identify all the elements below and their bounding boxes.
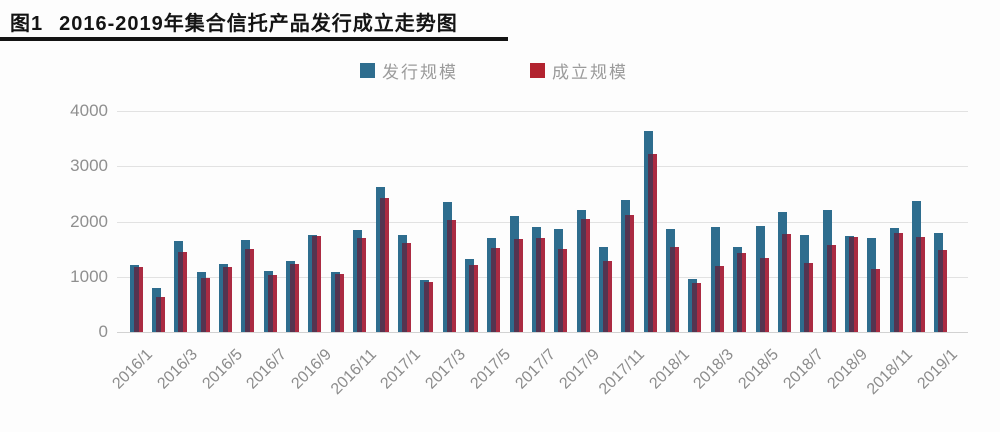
bar-group-2016/4 — [196, 111, 210, 332]
bar-group-2018/10 — [867, 111, 881, 332]
overlap-shade-2017/7 — [536, 238, 541, 332]
bar-group-2017/7 — [532, 111, 545, 332]
overlap-shade-2018/6 — [781, 233, 787, 332]
legend-label-issuance: 发行规模 — [382, 63, 458, 82]
bar-group-2018/8 — [822, 111, 836, 332]
overlap-shade-2017/11 — [625, 214, 631, 332]
overlap-shade-2018/9 — [848, 236, 854, 332]
overlap-shade-2016/7 — [267, 275, 273, 332]
overlap-shade-2018/10 — [871, 269, 877, 332]
figure-label: 图1 — [10, 13, 44, 35]
bar-group-2018/4 — [733, 111, 747, 332]
overlap-shade-2016/11 — [357, 237, 363, 332]
overlap-shade-2016/1 — [133, 267, 139, 332]
chart-area: 发行规模 成立规模 0 1000 2000 3000 4000 2016/1 2016/3 2… — [0, 44, 1000, 432]
overlap-shade-2016/12 — [379, 197, 385, 332]
bar-group-2016/8 — [286, 111, 300, 332]
overlap-shade-2016/2 — [156, 296, 162, 332]
bar-group-2018/2 — [688, 111, 702, 332]
overlap-shade-2016/6 — [245, 249, 251, 332]
bar-group-2017/9 — [576, 111, 590, 332]
figure-title: 图1 2016-2019年集合信托产品发行成立走势图 — [0, 0, 1000, 36]
legend-swatch-issuance-icon — [360, 63, 375, 78]
figure-header: 图1 2016-2019年集合信托产品发行成立走势图 — [0, 0, 1000, 41]
overlap-shade-2017/8 — [558, 249, 564, 332]
bar-group-2017/8 — [554, 111, 568, 332]
y-tick-label-0: 0 — [98, 322, 108, 341]
bar-group-2017/5 — [487, 111, 501, 332]
bar-group-2019/1 — [934, 111, 948, 332]
overlap-shade-2017/9 — [580, 218, 586, 332]
y-tick-label-3000: 3000 — [70, 156, 108, 176]
bar-group-2017/12 — [643, 111, 657, 332]
gridline-4000 — [117, 111, 968, 112]
overlap-shade-2016/9 — [312, 236, 318, 332]
overlap-shade-2017/12 — [647, 154, 653, 332]
overlap-shade-2018/2 — [692, 283, 698, 332]
bar-group-2018/12 — [911, 111, 925, 332]
gridline-3000 — [117, 166, 968, 168]
overlap-shade-2017/6 — [513, 238, 519, 332]
overlap-shade-2017/2 — [424, 282, 430, 332]
legend-item-establishment: 成立规模 — [530, 58, 628, 83]
overlap-shade-2018/5 — [759, 257, 765, 332]
legend-swatch-establishment-icon — [530, 63, 545, 78]
overlap-shade-2018/7 — [804, 262, 810, 332]
bar-group-2016/12 — [375, 111, 389, 332]
overlap-shade-2017/5 — [491, 248, 497, 332]
bar-group-2016/11 — [353, 111, 367, 332]
overlap-shade-2018/11 — [893, 233, 899, 332]
bar-group-2016/9 — [308, 111, 322, 332]
bar-group-2017/2 — [420, 111, 434, 332]
overlap-shade-2017/10 — [603, 261, 609, 332]
bar-group-2018/7 — [800, 111, 814, 332]
overlap-shade-2018/1 — [670, 246, 676, 332]
y-tick-label-1000: 1000 — [70, 266, 108, 286]
bar-group-2017/11 — [621, 111, 635, 332]
overlap-shade-2016/3 — [178, 252, 184, 332]
overlap-shade-2018/4 — [737, 253, 743, 332]
overlap-shade-2016/10 — [334, 274, 340, 332]
bar-group-2017/6 — [509, 111, 523, 332]
chart-legend: 发行规模 成立规模 — [360, 58, 628, 83]
legend-item-issuance: 发行规模 — [360, 58, 458, 83]
overlap-shade-2017/1 — [401, 242, 407, 332]
overlap-shade-2017/4 — [468, 265, 474, 332]
bar-group-2016/6 — [241, 111, 255, 332]
overlap-shade-2016/8 — [290, 263, 296, 332]
bar-group-2016/10 — [330, 111, 344, 332]
overlap-shade-2019/1 — [938, 250, 944, 332]
overlap-shade-2017/3 — [446, 220, 452, 332]
overlap-shade-2018/8 — [826, 245, 832, 332]
y-tick-label-2000: 2000 — [70, 211, 108, 231]
gridline-2000 — [117, 221, 968, 223]
gridline-0 — [117, 332, 968, 333]
bar-group-2017/4 — [464, 111, 478, 332]
overlap-shade-2018/12 — [915, 236, 921, 332]
bar-group-2017/1 — [397, 111, 411, 332]
bar-group-2016/1 — [129, 111, 143, 332]
figure-title-text: 2016-2019年集合信托产品发行成立走势图 — [59, 13, 458, 35]
bar-group-2016/2 — [152, 111, 166, 332]
overlap-shade-2016/5 — [223, 266, 229, 332]
bar-group-2016/5 — [219, 111, 233, 332]
bar-group-2016/3 — [174, 111, 188, 332]
y-tick-label-4000: 4000 — [70, 101, 108, 120]
overlap-shade-2018/3 — [714, 265, 720, 332]
bar-group-2017/3 — [442, 111, 456, 332]
title-underline — [0, 37, 508, 41]
bar-group-2018/5 — [755, 111, 769, 332]
bar-group-2018/11 — [889, 111, 903, 332]
overlap-shade-2016/4 — [200, 278, 206, 332]
bar-group-2018/1 — [666, 111, 680, 332]
bar-group-2016/7 — [263, 111, 277, 332]
bar-group-2017/10 — [599, 111, 613, 332]
legend-label-establishment: 成立规模 — [552, 63, 628, 82]
bar-group-2018/9 — [844, 111, 858, 332]
bar-group-2018/6 — [777, 111, 791, 332]
bar-group-2018/3 — [710, 111, 724, 332]
